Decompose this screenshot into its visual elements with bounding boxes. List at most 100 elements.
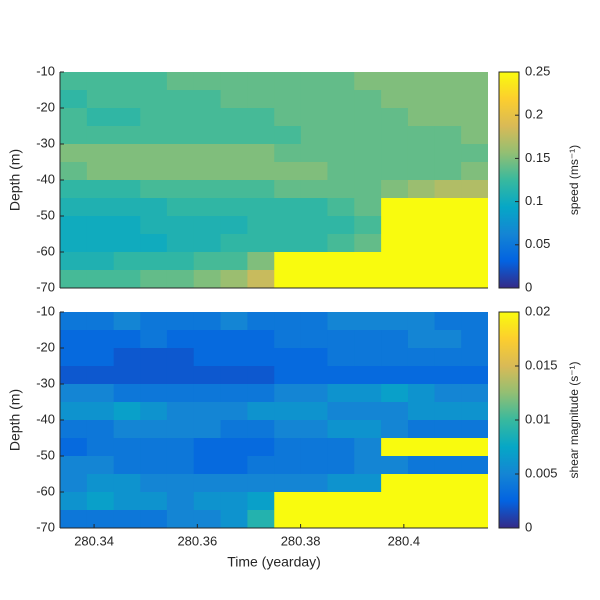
cell [193, 456, 222, 475]
cell [193, 330, 222, 349]
cell [60, 456, 88, 475]
cell [407, 384, 436, 403]
cell [86, 438, 115, 457]
cell [461, 438, 488, 457]
cell [354, 162, 382, 181]
cell [140, 384, 168, 403]
cell [86, 108, 115, 127]
cell [354, 402, 382, 421]
cell [381, 270, 409, 288]
cell [193, 366, 222, 385]
cell [220, 366, 249, 385]
cell [300, 270, 329, 288]
cell [140, 180, 168, 199]
cell [247, 72, 275, 91]
cell [113, 72, 141, 91]
cell [274, 474, 302, 493]
cell [381, 90, 409, 109]
cell [86, 402, 115, 421]
cell [60, 252, 88, 271]
cell [407, 366, 436, 385]
cell [434, 108, 462, 127]
cell [193, 126, 222, 145]
colorbar-tick-label: 0.1 [525, 193, 543, 208]
cell [247, 312, 275, 331]
cell [166, 420, 195, 439]
cell [86, 252, 115, 271]
cell [327, 72, 355, 91]
cell [113, 234, 141, 253]
cell [193, 420, 222, 439]
cell [434, 180, 462, 199]
cell [86, 126, 115, 145]
cell [407, 348, 436, 367]
cell [274, 366, 302, 385]
cell [86, 312, 115, 331]
cell [434, 492, 462, 511]
colorbar-tick-label: 0 [525, 519, 532, 534]
cell [381, 366, 409, 385]
cell [354, 384, 382, 403]
cell [327, 270, 355, 288]
y-tick-label: -50 [36, 447, 55, 462]
cell [220, 252, 249, 271]
cell [327, 108, 355, 127]
cell [274, 438, 302, 457]
cell [327, 90, 355, 109]
cell [140, 126, 168, 145]
cell [354, 180, 382, 199]
cell [434, 144, 462, 163]
cell [461, 312, 488, 331]
cell [434, 198, 462, 217]
y-tick-label: -50 [36, 207, 55, 222]
cell [193, 474, 222, 493]
cell [193, 492, 222, 511]
cell [166, 198, 195, 217]
cell [381, 126, 409, 145]
cell [381, 312, 409, 331]
cell [461, 420, 488, 439]
cell [247, 252, 275, 271]
cell [461, 384, 488, 403]
y-tick-label: -40 [36, 411, 55, 426]
cell [407, 90, 436, 109]
cell [274, 72, 302, 91]
colorbar-tick-label: 0.05 [525, 236, 550, 251]
x-tick-label: 280.38 [281, 533, 321, 548]
cell [300, 216, 329, 235]
cell [86, 492, 115, 511]
cell [461, 144, 488, 163]
cell [461, 126, 488, 145]
cell [60, 216, 88, 235]
cell [327, 216, 355, 235]
cell [434, 216, 462, 235]
cell [113, 198, 141, 217]
cell [86, 198, 115, 217]
cell [461, 252, 488, 271]
cell [166, 144, 195, 163]
cell [113, 270, 141, 288]
cell [113, 252, 141, 271]
cell [140, 366, 168, 385]
cell [220, 198, 249, 217]
cell [381, 384, 409, 403]
cell [434, 348, 462, 367]
cell [300, 312, 329, 331]
cell [220, 162, 249, 181]
cell [461, 402, 488, 421]
cell [140, 162, 168, 181]
colorbar-label: shear magnitude (s⁻¹) [567, 361, 581, 478]
y-tick-label: -60 [36, 243, 55, 258]
cell [407, 492, 436, 511]
cell [461, 198, 488, 217]
cell [193, 312, 222, 331]
cell [220, 492, 249, 511]
cell [113, 366, 141, 385]
cell [220, 144, 249, 163]
cell [113, 402, 141, 421]
cell [86, 72, 115, 91]
cell [193, 252, 222, 271]
x-tick-label: 280.34 [74, 533, 114, 548]
cell [274, 144, 302, 163]
cell [434, 234, 462, 253]
